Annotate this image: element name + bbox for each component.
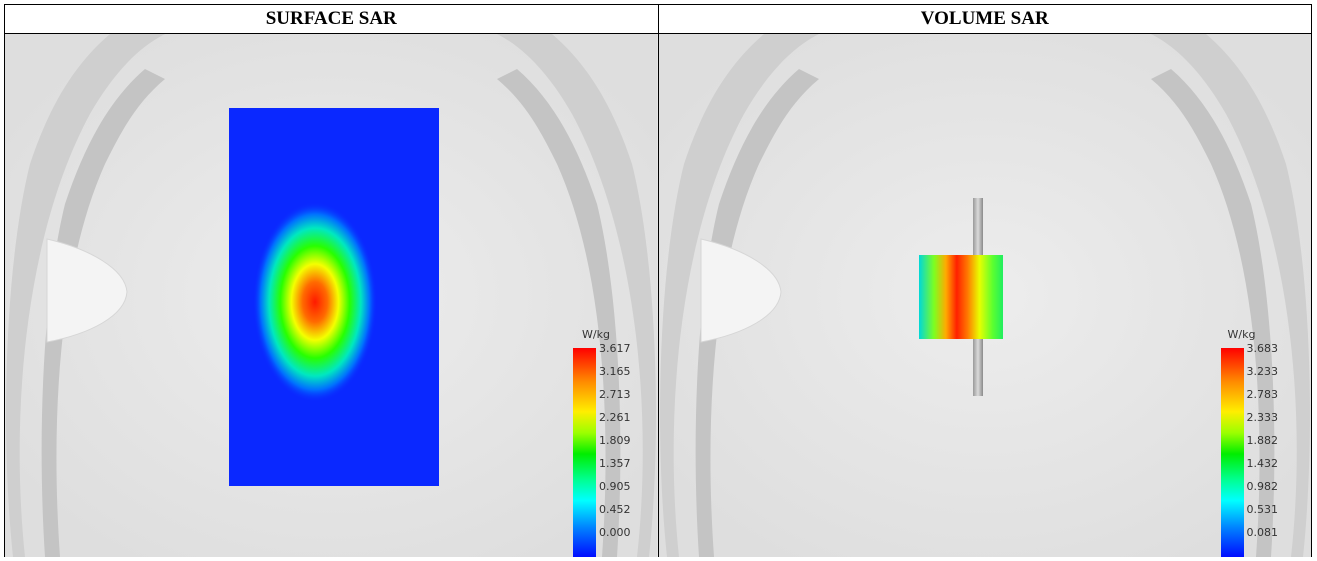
colorbar-tick: 2.713 — [599, 388, 631, 401]
colorbar-unit-label: W/kg — [582, 328, 610, 341]
colorbar-tick: 1.432 — [1246, 457, 1279, 470]
colorbar-tick: 0.081 — [1246, 526, 1279, 539]
phantom-frame-left-inner — [695, 69, 819, 557]
surface-sar-header: SURFACE SAR — [4, 4, 659, 34]
colorbar-tick: 1.809 — [599, 434, 631, 447]
colorbar-tick: 2.333 — [1246, 411, 1279, 424]
colorbar-tick: 0.982 — [1246, 480, 1279, 493]
phantom-frame-right-edge — [1150, 34, 1310, 557]
volume-sar-scene — [658, 34, 1311, 557]
surface-sar-view: W/kg 3.617 3.165 2.713 2.261 1.809 1.357… — [5, 34, 658, 557]
colorbar-tick: 0.531 — [1246, 503, 1279, 516]
surface-sar-cell: W/kg 3.617 3.165 2.713 2.261 1.809 1.357… — [4, 33, 659, 557]
colorbar-tick: 3.683 — [1246, 342, 1279, 355]
colorbar-ramp — [1220, 348, 1244, 557]
surface-sar-scene — [5, 34, 657, 557]
surface-sar-hotspot — [253, 202, 377, 402]
ear-reference-marker — [700, 238, 782, 343]
phantom-frame-left-edge — [6, 34, 165, 557]
colorbar-tick: 1.882 — [1246, 434, 1279, 447]
colorbar-ramp — [573, 348, 596, 557]
colorbar-tick: 3.233 — [1246, 365, 1279, 378]
phantom-frame-left-inner — [41, 69, 166, 557]
colorbar-unit-label: W/kg — [1227, 328, 1256, 341]
colorbar-tick: 2.261 — [599, 411, 631, 424]
phantom-frame-left-edge — [659, 34, 819, 557]
volume-sar-cell: W/kg 3.683 3.233 2.783 2.333 1.882 1.432… — [657, 33, 1312, 557]
colorbar-tick: 2.783 — [1246, 388, 1279, 401]
volume-sar-header: VOLUME SAR — [657, 4, 1312, 34]
colorbar-tick: 3.617 — [599, 342, 631, 355]
phantom-frame-right-edge — [497, 34, 656, 557]
colorbar-tick: 3.165 — [599, 365, 631, 378]
ear-reference-marker — [46, 238, 128, 343]
colorbar-tick: 0.452 — [599, 503, 631, 516]
phantom-frame-right-inner — [497, 69, 621, 557]
colorbar-tick: 0.000 — [599, 526, 631, 539]
sar-results-table: SURFACE SAR VOLUME SAR — [4, 4, 1312, 557]
phantom-frame-right-inner — [1150, 69, 1274, 557]
colorbar-tick: 1.357 — [599, 457, 631, 470]
volume-sar-zoom-cube — [918, 255, 1003, 339]
volume-sar-view: W/kg 3.683 3.233 2.783 2.333 1.882 1.432… — [658, 34, 1311, 557]
colorbar-tick: 0.905 — [599, 480, 631, 493]
